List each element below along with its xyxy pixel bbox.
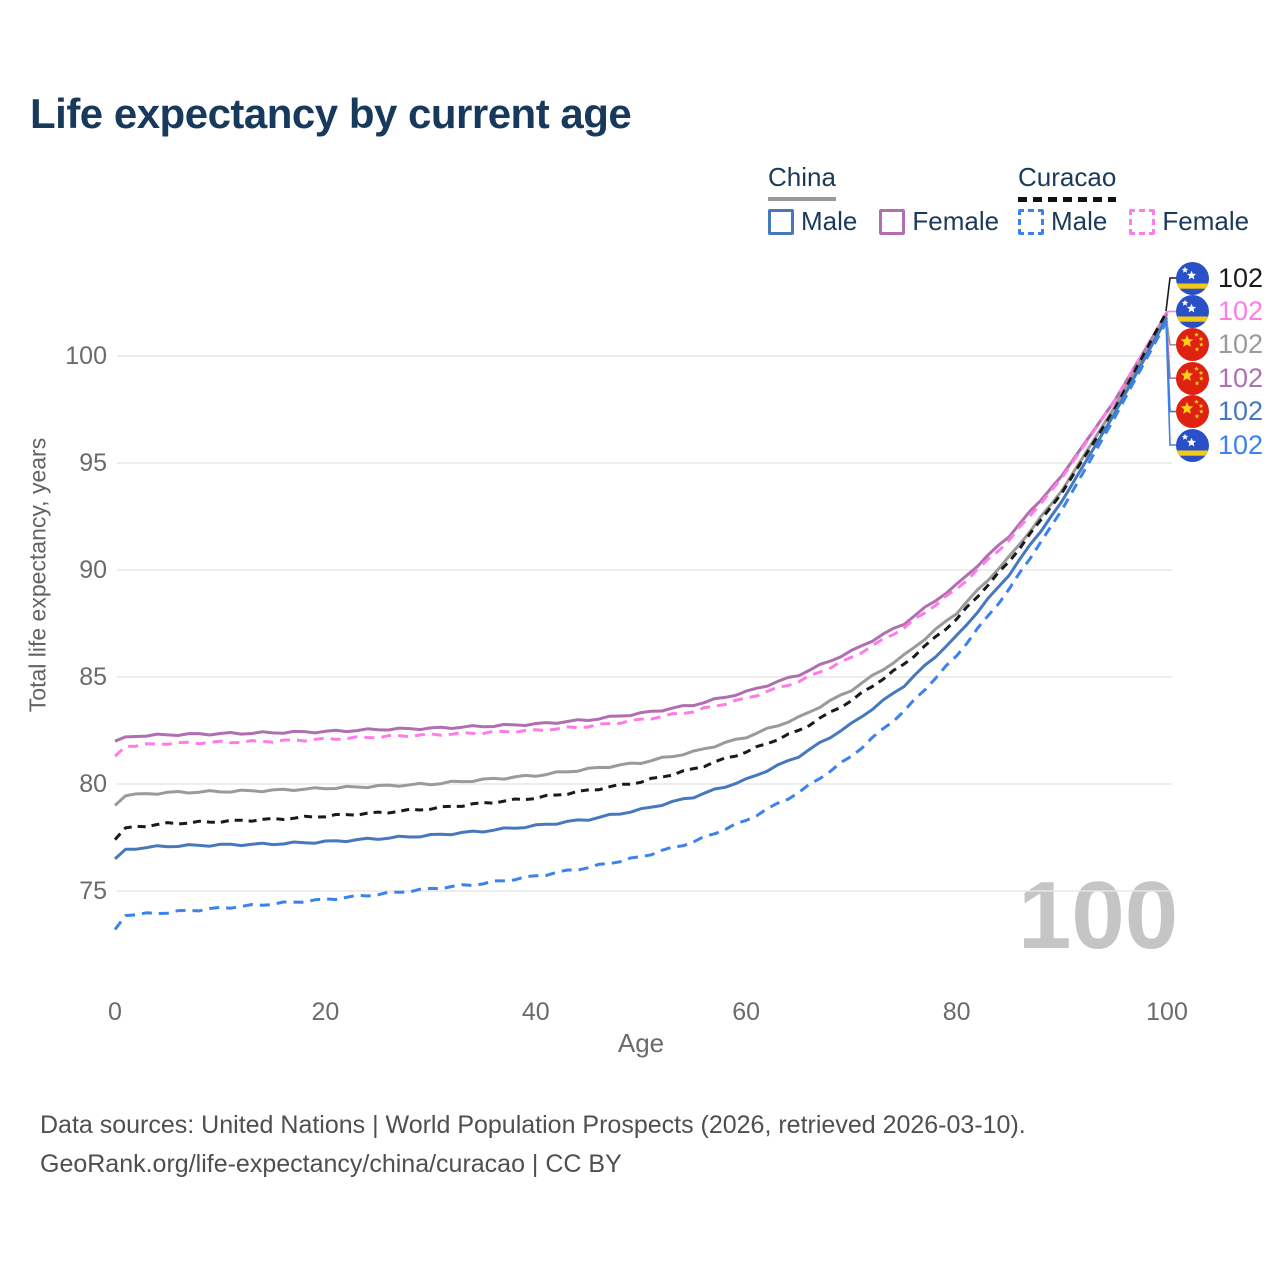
end-label-value: 102	[1218, 295, 1264, 326]
end-label-value: 102	[1218, 262, 1264, 293]
china-flag-icon	[1176, 328, 1209, 362]
source-attribution: Data sources: United Nations | World Pop…	[40, 1106, 1026, 1184]
legend-item-curacao-male[interactable]: Male	[1018, 206, 1107, 237]
legend-china-line-swatch	[768, 197, 836, 201]
legend-item-curacao-female[interactable]: Female	[1129, 206, 1249, 237]
x-tick-20: 20	[311, 998, 340, 1026]
end-label-value: 102	[1218, 329, 1264, 360]
legend-header-china[interactable]: China	[768, 162, 836, 201]
legend-header-curacao[interactable]: Curacao	[1018, 162, 1117, 202]
y-tick-75: 75	[79, 877, 107, 905]
china-female-label: Female	[912, 206, 1000, 236]
x-tick-100: 100	[1146, 998, 1188, 1026]
china-female-swatch-icon	[879, 208, 906, 235]
end-label-value: 102	[1218, 396, 1264, 427]
series-line-china-female	[114, 312, 1169, 743]
x-tick-0: 0	[108, 998, 122, 1026]
y-tick-85: 85	[79, 663, 107, 691]
end-label-connector	[1165, 310, 1177, 313]
end-label-china-female: 102	[1176, 361, 1264, 395]
end-label-value: 102	[1218, 362, 1264, 393]
series-line-china-male	[113, 316, 1169, 861]
end-label-curacao-female: 102	[1176, 294, 1264, 328]
china-flag-icon	[1176, 361, 1209, 395]
china-male-swatch-icon	[768, 208, 794, 235]
series-line-curacao-male	[113, 319, 1169, 931]
china-male-label: Male	[801, 206, 858, 236]
curacao-flag-icon	[1176, 261, 1209, 295]
legend-curacao-line-swatch	[1018, 197, 1117, 202]
legend-item-china-female[interactable]: Female	[879, 206, 999, 237]
china-flag-icon	[1176, 395, 1209, 429]
source-line-1: Data sources: United Nations | World Pop…	[40, 1111, 1026, 1139]
series-line-curacao	[113, 310, 1169, 841]
x-tick-60: 60	[732, 998, 761, 1026]
source-line-2: GeoRank.org/life-expectancy/china/curaca…	[40, 1150, 622, 1178]
end-label-connector	[1165, 320, 1177, 446]
end-label-connector	[1165, 277, 1177, 312]
curacao-flag-icon	[1176, 428, 1209, 462]
x-tick-40: 40	[521, 998, 550, 1026]
curacao-male-label: Male	[1051, 206, 1108, 236]
series-line-curacao-female	[113, 311, 1169, 758]
end-label-value: 102	[1218, 429, 1264, 460]
legend-item-china-male[interactable]: Male	[768, 206, 857, 237]
y-tick-80: 80	[79, 770, 107, 798]
legend-group-curacao: Curacao Male Female	[1018, 162, 1249, 236]
end-label-curacao-male: 102	[1176, 428, 1264, 462]
curacao-female-label: Female	[1162, 206, 1250, 236]
series-line-china	[113, 313, 1169, 807]
end-label-curacao: 102	[1176, 261, 1264, 295]
legend-header-curacao-label: Curacao	[1018, 162, 1117, 192]
y-tick-95: 95	[79, 449, 107, 477]
x-axis-label: Age	[617, 1028, 665, 1058]
y-tick-100: 100	[65, 342, 107, 370]
end-label-china-male: 102	[1176, 395, 1264, 429]
y-tick-90: 90	[79, 556, 107, 584]
curacao-male-swatch-icon	[1018, 208, 1044, 235]
curacao-female-swatch-icon	[1129, 208, 1156, 235]
legend-header-china-label: China	[768, 162, 836, 192]
x-tick-80: 80	[942, 998, 971, 1026]
legend-group-china: China Male Female	[768, 162, 999, 236]
page-title: Life expectancy by current age	[30, 90, 632, 137]
age-indicator-watermark: 100	[1018, 862, 1179, 969]
end-label-china: 102	[1176, 328, 1264, 362]
curacao-flag-icon	[1176, 294, 1209, 328]
